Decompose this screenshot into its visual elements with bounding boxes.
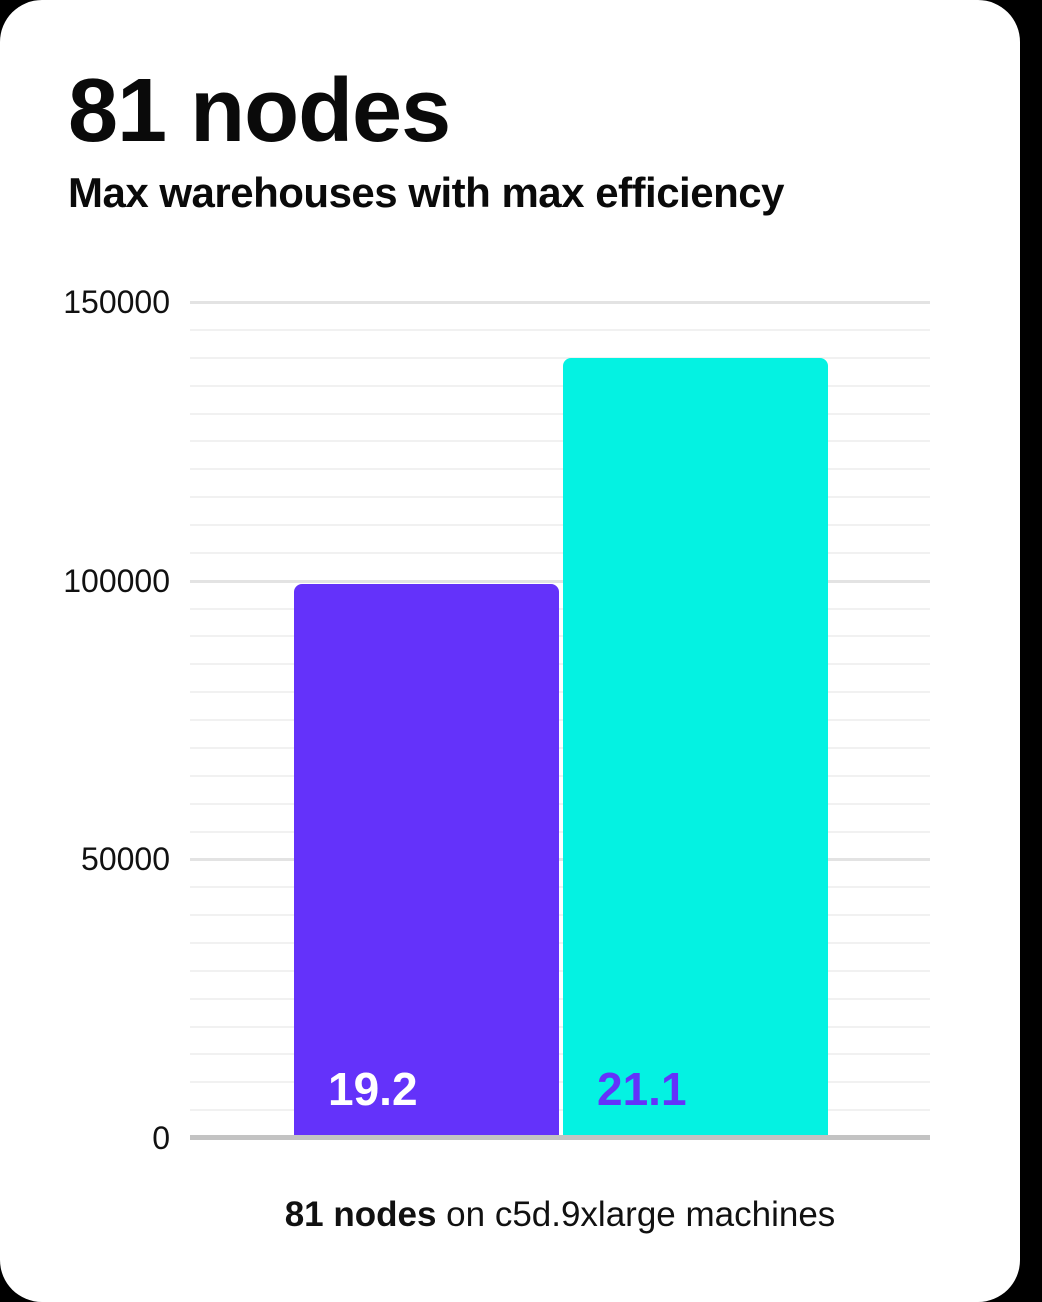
gridline-minor [190,1053,930,1056]
bar-value-label-21.1: 21.1 [597,1063,687,1115]
gridline-minor [190,468,930,471]
bar-value-label-19.2: 19.2 [328,1063,418,1115]
bars-container: 19.2 21.1 [190,302,930,1138]
gridline-minor [190,691,930,694]
gridline-minor [190,440,930,443]
gridline-minor [190,746,930,749]
y-tick-label-0: 0 [152,1120,170,1156]
gridline-minor [190,1081,930,1084]
gridline-major [190,579,930,583]
gridline-minor [190,719,930,721]
bar-chart-plot-area: 19.2 21.1 [190,301,930,1140]
gridline-minor [190,1025,930,1028]
x-axis-baseline [190,1135,930,1140]
gridline-major [190,858,930,862]
chart-title: 81 nodes [68,61,451,161]
y-tick-label-150000: 150000 [63,284,170,320]
gridline-minor [190,914,930,917]
gridline-minor [190,523,930,526]
gridline-minor [190,328,930,331]
gridline-minor [190,356,930,359]
gridline-minor [190,969,930,972]
gridline-minor [190,496,930,499]
gridline-minor [190,774,930,777]
caption-regular-text: on c5d.9xlarge machines [436,1195,836,1234]
gridline-minor [190,802,930,805]
gridlines [190,301,930,1138]
gridline-minor [190,384,930,387]
gridline-minor [190,663,930,666]
gridline-major [190,301,930,304]
chart-card: 81 nodes Max warehouses with max efficie… [0,0,1020,1302]
bar-purple: 19.2 [294,584,559,1138]
chart-caption: 81 nodes on c5d.9xlarge machines [190,1194,930,1236]
gridline-minor [190,635,930,638]
gridline-minor [190,607,930,610]
y-tick-label-100000: 100000 [63,562,170,599]
y-tick-label-50000: 50000 [81,841,170,878]
bar-cyan: 21.1 [563,358,828,1138]
gridline-minor [190,997,930,1000]
caption-bold-text: 81 nodes [284,1195,437,1234]
gridline-minor [190,886,930,889]
gridline-minor [190,551,930,554]
gridline-minor [190,412,930,415]
gridline-minor [190,1109,930,1112]
chart-subtitle: Max warehouses with max efficiency [68,169,784,216]
gridline-minor [190,830,930,833]
gridline-minor [190,941,930,944]
